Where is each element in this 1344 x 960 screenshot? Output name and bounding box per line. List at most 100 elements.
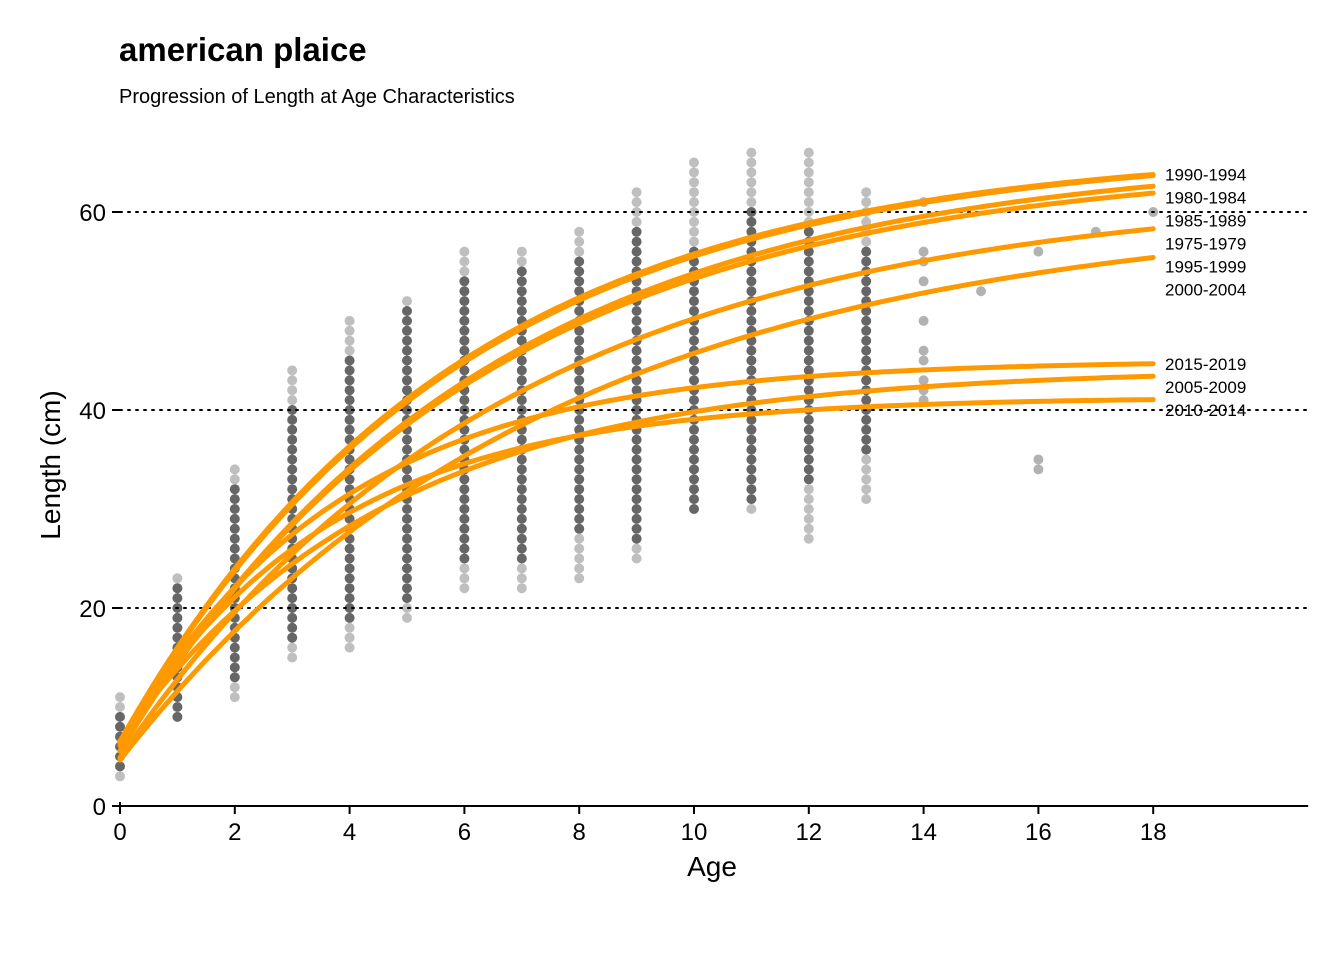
point-age-10 bbox=[689, 454, 699, 465]
point-age-9 bbox=[631, 207, 642, 217]
point-age-12 bbox=[803, 523, 814, 534]
point-age-9 bbox=[631, 523, 642, 534]
curve-1980-1984 bbox=[117, 173, 1156, 745]
point-age-13 bbox=[861, 256, 872, 267]
point-age-10 bbox=[689, 474, 699, 485]
series-label-2010-2014: 2010-2014 bbox=[1165, 401, 1246, 420]
x-tick-label-14: 14 bbox=[910, 819, 937, 846]
point-age-12 bbox=[803, 296, 814, 307]
point-age-7 bbox=[516, 276, 527, 287]
point-age-7 bbox=[516, 434, 527, 445]
x-axis-title: Age bbox=[687, 851, 737, 882]
point-age-5 bbox=[402, 543, 412, 554]
point-age-11 bbox=[746, 424, 757, 435]
point-age-10 bbox=[689, 216, 699, 227]
point-age-11 bbox=[746, 216, 757, 227]
point-age-6 bbox=[459, 553, 470, 564]
point-age-11 bbox=[746, 187, 757, 198]
point-age-9 bbox=[631, 345, 642, 356]
point-age-12 bbox=[803, 494, 814, 505]
point-age-13 bbox=[861, 424, 872, 435]
point-age-7 bbox=[516, 523, 527, 534]
curve-2000-2004 bbox=[117, 255, 1156, 763]
point-age-11 bbox=[746, 266, 757, 277]
point-age-6 bbox=[459, 286, 470, 297]
point-age-10 bbox=[689, 177, 699, 188]
point-age-10 bbox=[689, 226, 699, 237]
point-age-9 bbox=[631, 405, 642, 415]
y-tick-label-40: 40 bbox=[79, 398, 106, 425]
point-age-12 bbox=[803, 286, 814, 297]
point-age-3 bbox=[287, 424, 298, 435]
x-tick-label-8: 8 bbox=[573, 819, 586, 846]
point-age-5 bbox=[402, 434, 412, 445]
point-age-11 bbox=[746, 147, 757, 158]
x-tick-label-6: 6 bbox=[458, 819, 471, 846]
point-age-4 bbox=[344, 632, 355, 643]
point-age-1 bbox=[172, 573, 183, 584]
point-age-12 bbox=[803, 513, 814, 524]
point-age-5 bbox=[402, 345, 412, 356]
point-age-6 bbox=[459, 395, 470, 406]
point-age-5 bbox=[402, 444, 412, 455]
point-age-10 bbox=[689, 444, 699, 455]
curve-2015-2019 bbox=[117, 361, 1156, 749]
point-age-9 bbox=[631, 454, 642, 465]
y-axis-title: Length (cm) bbox=[35, 390, 66, 539]
point-age-11 bbox=[746, 157, 757, 168]
point-age-10 bbox=[689, 355, 699, 366]
point-age-6 bbox=[459, 494, 470, 505]
point-age-13 bbox=[861, 395, 872, 406]
series-label-1975-1979: 1975-1979 bbox=[1165, 235, 1246, 254]
point-age-11 bbox=[746, 474, 757, 485]
point-age-3 bbox=[287, 652, 298, 663]
point-age-7 bbox=[516, 454, 527, 465]
point-age-3 bbox=[287, 454, 298, 465]
point-age-8 bbox=[574, 236, 585, 247]
point-age-11 bbox=[746, 434, 757, 445]
point-age-8 bbox=[574, 523, 585, 534]
point-age-10 bbox=[689, 504, 699, 514]
x-tick-label-16: 16 bbox=[1025, 819, 1052, 846]
point-age-1 bbox=[172, 612, 183, 623]
growth-curves bbox=[117, 172, 1156, 763]
point-age-2 bbox=[229, 504, 240, 514]
point-age-5 bbox=[402, 563, 412, 574]
point-age-8 bbox=[574, 306, 585, 316]
point-age-14 bbox=[918, 375, 929, 386]
point-age-9 bbox=[631, 444, 642, 455]
point-age-8 bbox=[574, 276, 585, 287]
point-age-9 bbox=[631, 434, 642, 445]
series-label-1995-1999: 1995-1999 bbox=[1165, 258, 1246, 277]
point-age-13 bbox=[861, 187, 872, 198]
series-label-2005-2009: 2005-2009 bbox=[1165, 378, 1246, 397]
point-age-6 bbox=[459, 563, 470, 574]
point-age-12 bbox=[803, 533, 814, 544]
point-age-4 bbox=[344, 375, 355, 386]
point-age-4 bbox=[344, 543, 355, 554]
point-age-12 bbox=[803, 256, 814, 267]
series-label-1990-1994: 1990-1994 bbox=[1165, 166, 1246, 185]
point-age-6 bbox=[459, 276, 470, 287]
point-age-6 bbox=[459, 266, 470, 277]
point-age-8 bbox=[574, 335, 585, 346]
point-age-0 bbox=[115, 711, 125, 722]
point-age-10 bbox=[689, 375, 699, 386]
point-age-4 bbox=[344, 315, 355, 326]
point-age-7 bbox=[516, 563, 527, 574]
point-age-8 bbox=[574, 474, 585, 485]
point-age-9 bbox=[631, 315, 642, 326]
point-age-3 bbox=[287, 612, 298, 623]
point-age-8 bbox=[574, 345, 585, 356]
point-age-12 bbox=[803, 484, 814, 495]
point-age-12 bbox=[803, 474, 814, 485]
point-age-7 bbox=[516, 266, 527, 277]
point-age-9 bbox=[631, 216, 642, 227]
point-age-13 bbox=[861, 474, 872, 485]
point-age-6 bbox=[459, 504, 470, 514]
point-age-1 bbox=[172, 603, 183, 613]
point-age-9 bbox=[631, 464, 642, 475]
point-age-4 bbox=[344, 414, 355, 425]
point-age-8 bbox=[574, 464, 585, 475]
point-age-8 bbox=[574, 454, 585, 465]
